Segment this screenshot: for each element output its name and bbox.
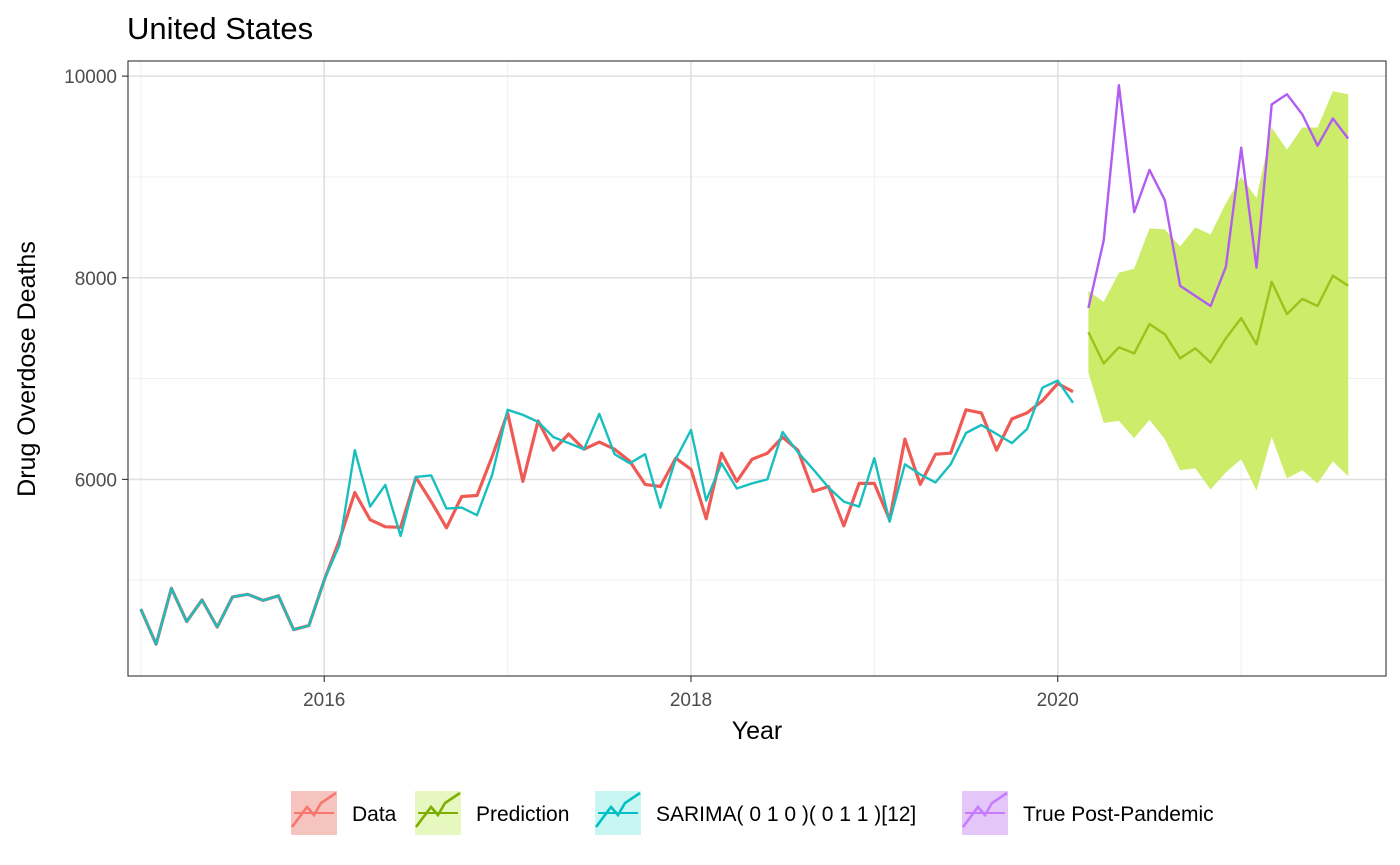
legend-label: Prediction	[476, 803, 569, 826]
legend-item-prediction: Prediction	[414, 791, 569, 835]
legend-item-data: Data	[290, 791, 397, 835]
series-line-prediction	[1087, 274, 1349, 365]
x-tick-label: 2016	[303, 690, 345, 711]
prediction-interval-band	[1088, 91, 1349, 491]
series-line-data	[139, 382, 1074, 646]
x-tick-label: 2020	[1037, 690, 1079, 711]
legend-item-true-post-pandemic: True Post-Pandemic	[961, 791, 1214, 835]
legend-label: SARIMA( 0 1 0 )( 0 1 1 )[12]	[656, 803, 916, 826]
legend-item-sarima-0-1-0-0-1-1-12: SARIMA( 0 1 0 )( 0 1 1 )[12]	[594, 791, 916, 835]
series-line-true-post-pandemic	[1087, 83, 1350, 309]
chart-title: United States	[127, 11, 313, 46]
legend-label: True Post-Pandemic	[1023, 803, 1214, 826]
x-tick-label: 2018	[670, 690, 712, 711]
y-tick-label: 6000	[75, 470, 117, 491]
y-tick-label: 10000	[64, 67, 117, 88]
series-line-sarima-0-1-0-0-1-1-12	[139, 379, 1074, 646]
x-axis-title: Year	[732, 717, 783, 745]
legend: Data Prediction SARIMA( 0 1 0 )( 0 1 1 )[1…	[290, 791, 1214, 835]
series-lines	[139, 83, 1350, 646]
axes: 2016 2018 2020 6000 8000 10000	[64, 67, 1079, 711]
plot-panel-border	[127, 60, 1387, 677]
legend-label: Data	[352, 803, 397, 826]
y-tick-label: 8000	[75, 269, 117, 290]
prediction-interval	[1088, 91, 1349, 491]
y-axis-title: Drug Overdose Deaths	[13, 241, 41, 497]
